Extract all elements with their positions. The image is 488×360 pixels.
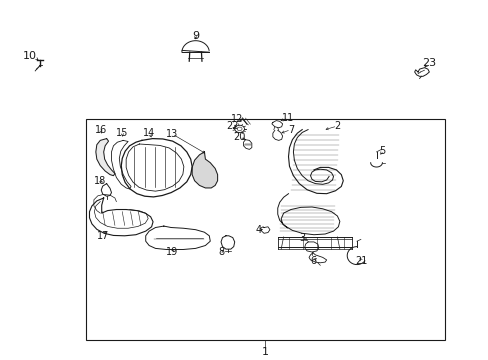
Text: 3: 3 (299, 233, 305, 243)
Text: 17: 17 (96, 231, 109, 241)
Text: 12: 12 (230, 114, 243, 124)
Text: 5: 5 (379, 146, 385, 156)
Text: 21: 21 (355, 256, 367, 266)
Text: 14: 14 (142, 128, 155, 138)
Text: 10: 10 (23, 51, 37, 61)
Text: 18: 18 (93, 176, 106, 186)
Polygon shape (192, 152, 217, 188)
Text: 15: 15 (116, 128, 128, 138)
Text: 23: 23 (422, 58, 435, 68)
Text: 9: 9 (192, 31, 199, 41)
Text: 16: 16 (94, 125, 107, 135)
Text: 13: 13 (165, 129, 178, 139)
Text: 7: 7 (287, 125, 293, 135)
Text: 2: 2 (334, 121, 340, 131)
Bar (85, 119, 444, 340)
Text: 20: 20 (233, 132, 245, 142)
Text: 6: 6 (309, 256, 315, 266)
Text: 19: 19 (165, 247, 178, 257)
Text: 4: 4 (255, 225, 261, 235)
Text: 8: 8 (218, 247, 224, 257)
Text: 22: 22 (225, 121, 238, 131)
Text: 11: 11 (282, 113, 294, 123)
Text: 1: 1 (261, 347, 268, 357)
Polygon shape (96, 139, 115, 176)
